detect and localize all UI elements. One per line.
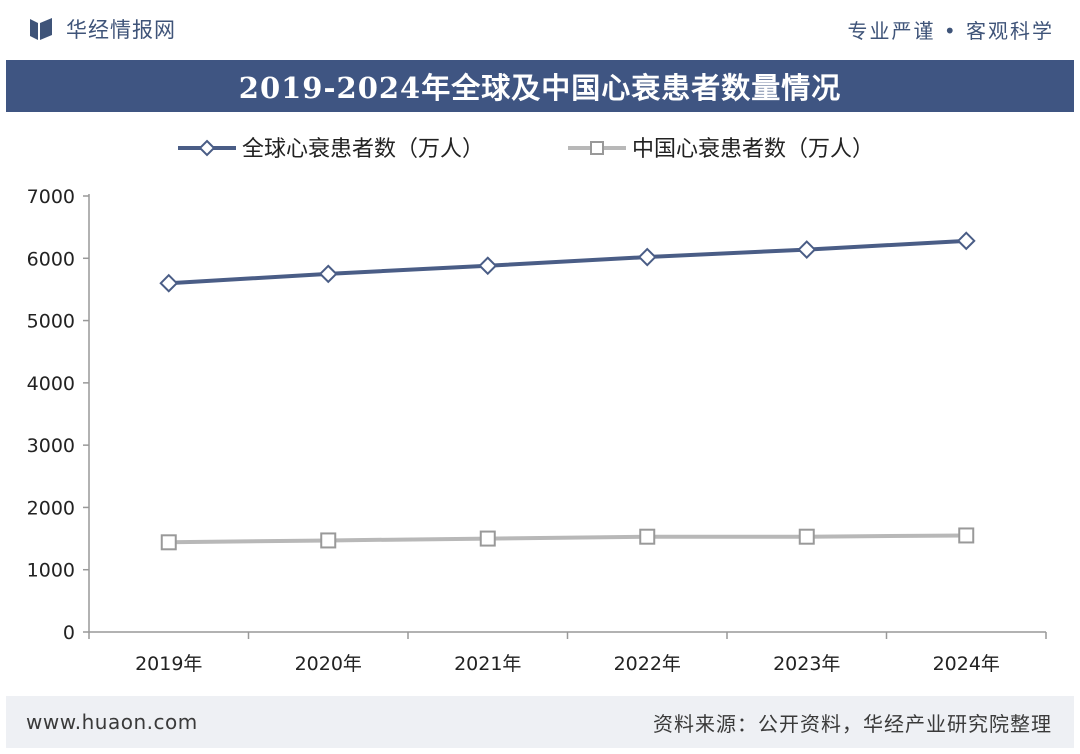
line-chart: 0 1000 2000 3000 4000 5000 6000 7000 2019年 2020年 2…	[27, 137, 1047, 675]
series-2-point	[639, 528, 656, 545]
series-1-point	[318, 264, 338, 284]
y-tick-label: 7000	[27, 186, 75, 208]
series-2-point	[798, 528, 815, 545]
series-1-point	[797, 240, 817, 259]
x-tick-label: 2024年	[933, 653, 1000, 675]
y-tick-label: 4000	[27, 373, 75, 395]
legend-marker-2	[590, 141, 604, 155]
brand: 华经情报网	[28, 14, 176, 44]
brand-name: 华经情报网	[66, 18, 176, 42]
series-2-point	[160, 534, 177, 551]
website-link[interactable]: www.huaon.com	[26, 710, 198, 734]
series-line-2	[168, 533, 967, 545]
series-1-point	[478, 256, 498, 276]
series-1-point	[956, 231, 976, 251]
series-line-1	[168, 238, 967, 286]
series-2-point	[320, 532, 337, 549]
y-tick-label: 3000	[27, 435, 75, 457]
x-tick-label: 2020年	[295, 653, 362, 675]
legend-label-2: 中国心衰患者数（万人）	[632, 137, 874, 162]
x-tick-label: 2023年	[773, 653, 840, 675]
y-tick-label: 1000	[27, 560, 75, 582]
series-1-point	[637, 247, 657, 267]
brand-logo-icon	[30, 18, 52, 40]
chart-area: 0 1000 2000 3000 4000 5000 6000 7000 2019年 2020年 2…	[6, 112, 1074, 696]
y-tick-label: 5000	[27, 311, 75, 333]
series-2-point	[958, 527, 975, 544]
y-tick-label: 0	[63, 622, 75, 644]
chart-title: 2019-2024年全球及中国心衰患者数量情况	[238, 71, 842, 105]
legend-label-1: 全球心衰患者数（万人）	[242, 137, 484, 162]
header-bar: 华经情报网 专业严谨 • 客观科学	[0, 0, 1080, 58]
x-tick-label: 2022年	[614, 653, 681, 675]
y-tick-label: 6000	[27, 248, 75, 270]
title-bar: 2019-2024年全球及中国心衰患者数量情况	[6, 60, 1074, 112]
x-tick-label: 2021年	[454, 653, 521, 675]
series-2-point	[479, 530, 496, 547]
data-source: 资料来源：公开资料，华经产业研究院整理	[653, 711, 1052, 736]
footer-bar: www.huaon.com 资料来源：公开资料，华经产业研究院整理	[6, 696, 1074, 748]
x-tick-label: 2019年	[135, 653, 202, 675]
slogan: 专业严谨 • 客观科学	[847, 18, 1054, 43]
y-tick-label: 2000	[27, 497, 75, 519]
series-1-point	[159, 273, 179, 293]
legend-marker-1	[198, 139, 216, 157]
